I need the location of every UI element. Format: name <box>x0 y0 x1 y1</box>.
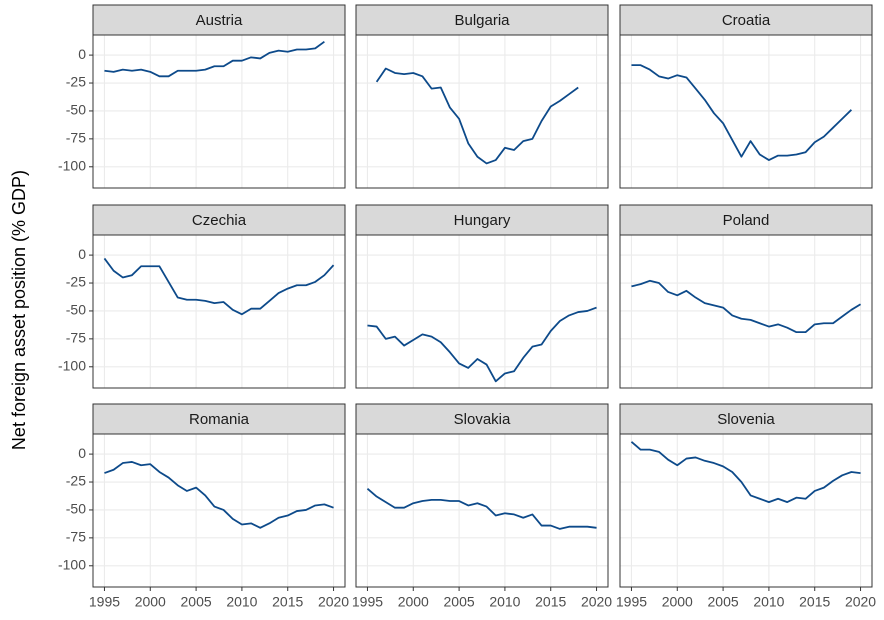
strip-label: Romania <box>189 411 250 428</box>
x-tick-label: 1995 <box>616 594 647 610</box>
x-tick-label: 2005 <box>708 594 739 610</box>
y-tick-label: -25 <box>66 274 86 290</box>
strip <box>619 204 873 236</box>
x-tick-label: 2020 <box>845 594 876 610</box>
y-tick-label: -75 <box>66 130 86 146</box>
x-tick-label: 1995 <box>352 594 383 610</box>
line <box>631 64 853 161</box>
panel <box>620 35 872 188</box>
panel-border <box>355 34 609 189</box>
line <box>103 257 335 316</box>
x-tick-label: 2020 <box>581 594 612 610</box>
y-tick-label: -75 <box>66 529 86 545</box>
strip-label: Slovenia <box>717 411 775 428</box>
strip <box>92 403 346 435</box>
strip-label: Hungary <box>454 212 511 229</box>
strip-label: Czechia <box>192 212 247 229</box>
x-tick-label: 2000 <box>135 594 166 610</box>
x-tick-label: 2015 <box>535 594 566 610</box>
line <box>631 279 862 334</box>
panel-border <box>619 34 873 189</box>
strip-label: Austria <box>196 12 243 29</box>
line <box>375 67 579 165</box>
strip <box>92 204 346 236</box>
x-tick-label: 2005 <box>444 594 475 610</box>
x-tick-label: 2015 <box>799 594 830 610</box>
panel-border <box>92 34 346 189</box>
y-tick-label: 0 <box>78 46 86 62</box>
x-tick-label: 2000 <box>662 594 693 610</box>
strip-label: Slovakia <box>454 411 511 428</box>
panel-border <box>92 433 346 588</box>
panel <box>93 434 345 587</box>
strip <box>92 4 346 36</box>
line <box>366 488 597 530</box>
y-tick-label: -50 <box>66 302 86 318</box>
line <box>630 441 861 504</box>
x-tick-label: 2010 <box>489 594 520 610</box>
y-tick-label: -50 <box>66 501 86 517</box>
strip-label: Croatia <box>722 12 771 29</box>
line <box>104 461 334 529</box>
x-tick-label: 2010 <box>226 594 257 610</box>
panel-border <box>355 234 609 389</box>
panel <box>356 235 608 388</box>
panel-border <box>92 234 346 389</box>
panel <box>93 235 345 388</box>
panel <box>620 434 872 587</box>
strip <box>355 204 609 236</box>
strip <box>355 403 609 435</box>
x-tick-label: 2020 <box>318 594 349 610</box>
y-tick-label: 0 <box>78 246 86 262</box>
x-tick-label: 2015 <box>272 594 303 610</box>
y-tick-label: -25 <box>66 473 86 489</box>
y-tick-label: 0 <box>78 445 86 461</box>
x-tick-label: 1995 <box>89 594 120 610</box>
panel <box>356 35 608 188</box>
panel-border <box>619 433 873 588</box>
strip <box>355 4 609 36</box>
y-tick-label: -100 <box>58 556 86 572</box>
line <box>367 306 597 383</box>
panel-border <box>355 433 609 588</box>
y-tick-label: -25 <box>66 74 86 90</box>
panel-border <box>619 234 873 389</box>
panel <box>620 235 872 388</box>
x-tick-label: 2000 <box>398 594 429 610</box>
y-tick-label: -100 <box>58 157 86 173</box>
y-tick-label: -75 <box>66 330 86 346</box>
y-axis-label: Net foreign asset position (% GDP) <box>9 170 29 450</box>
strip <box>619 403 873 435</box>
x-tick-label: 2010 <box>753 594 784 610</box>
line <box>104 40 325 78</box>
panel <box>93 35 345 188</box>
y-tick-label: -50 <box>66 102 86 118</box>
strip-label: Poland <box>723 212 770 229</box>
strip-label: Bulgaria <box>454 12 510 29</box>
y-tick-label: -100 <box>58 357 86 373</box>
x-tick-label: 2005 <box>181 594 212 610</box>
panel <box>356 434 608 587</box>
